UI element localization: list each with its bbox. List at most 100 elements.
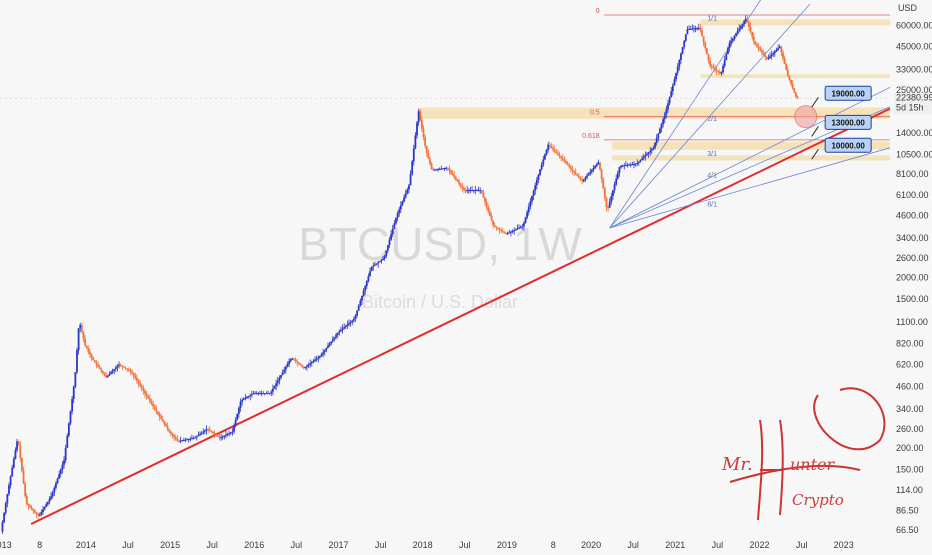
candle-body bbox=[304, 367, 307, 369]
candle-body bbox=[132, 372, 135, 376]
candle-body bbox=[110, 372, 112, 375]
candle-body bbox=[723, 60, 726, 66]
target-box-1[interactable] bbox=[824, 114, 872, 130]
candle-body bbox=[613, 184, 616, 191]
candle-body bbox=[323, 350, 326, 353]
x-tick-label: Jul bbox=[375, 540, 387, 550]
x-tick-label: Jul bbox=[796, 540, 808, 550]
candle-body bbox=[187, 438, 190, 440]
candle-body bbox=[595, 164, 598, 167]
candle-body bbox=[262, 393, 265, 395]
x-tick-label: Jul bbox=[291, 540, 303, 550]
candle-body bbox=[30, 507, 33, 509]
candle-body bbox=[174, 437, 177, 439]
candle-body bbox=[171, 433, 174, 436]
fan-line-4 bbox=[609, 147, 891, 229]
candle-body bbox=[487, 206, 490, 212]
candle-body bbox=[11, 467, 14, 477]
fan-label-1: 2/1 bbox=[707, 116, 717, 123]
candle-body bbox=[650, 149, 653, 151]
candle-body bbox=[754, 41, 757, 45]
support-zone-4 bbox=[700, 74, 890, 78]
candle-body bbox=[718, 72, 721, 74]
candle-body bbox=[620, 165, 622, 168]
candle-body bbox=[71, 398, 74, 412]
y-tick-label: 25000.00 bbox=[896, 85, 932, 95]
candle-body bbox=[514, 229, 517, 231]
candle-body bbox=[134, 375, 137, 379]
x-tick-label: 2023 bbox=[834, 540, 854, 550]
candle-body bbox=[233, 425, 235, 432]
candle-body bbox=[574, 172, 577, 175]
candle-body bbox=[600, 169, 603, 179]
candle-body bbox=[166, 426, 169, 430]
candle-body bbox=[678, 59, 681, 67]
candle-body bbox=[647, 152, 650, 154]
candle-body bbox=[495, 226, 498, 228]
candle-body bbox=[409, 174, 412, 186]
target-box-2[interactable] bbox=[824, 137, 872, 153]
candle-body bbox=[482, 192, 485, 198]
candle-body bbox=[145, 393, 148, 397]
candle-body bbox=[503, 231, 506, 233]
candle-body bbox=[176, 438, 179, 441]
candle-body bbox=[547, 144, 550, 150]
x-tick-label: 2015 bbox=[160, 540, 180, 550]
candle-body bbox=[63, 460, 65, 465]
candle-body bbox=[12, 458, 15, 468]
candle-body bbox=[524, 217, 527, 223]
candle-body bbox=[289, 358, 292, 362]
candle-body bbox=[537, 174, 540, 180]
candle-body bbox=[50, 496, 52, 500]
candle-body bbox=[628, 164, 631, 166]
candle-body bbox=[411, 161, 414, 175]
candle-body bbox=[671, 85, 674, 92]
y-tick-label: 1100.00 bbox=[896, 317, 928, 327]
candle-body bbox=[474, 190, 477, 192]
candle-body bbox=[581, 180, 584, 182]
candle-body bbox=[569, 166, 572, 169]
candle-body bbox=[335, 334, 337, 338]
candle-body bbox=[652, 147, 655, 150]
target-box-0[interactable] bbox=[824, 85, 872, 101]
target-pointer-1 bbox=[811, 126, 819, 137]
candle-body bbox=[625, 165, 627, 167]
candle-body bbox=[450, 170, 452, 173]
x-tick-label: 2019 bbox=[497, 540, 517, 550]
candle-body bbox=[19, 445, 22, 459]
candle-body bbox=[338, 331, 341, 333]
candle-body bbox=[667, 103, 669, 110]
candle-body bbox=[616, 172, 619, 179]
candle-body bbox=[599, 162, 601, 170]
fib-label-1: 0.5 bbox=[590, 110, 600, 117]
candle-body bbox=[74, 372, 77, 387]
candle-body bbox=[707, 54, 710, 61]
candle-body bbox=[207, 429, 210, 431]
signature-line1: Mr. bbox=[721, 454, 753, 475]
candle-body bbox=[518, 227, 520, 229]
candle-body bbox=[469, 190, 472, 192]
candle-body bbox=[178, 440, 180, 442]
candle-body bbox=[497, 227, 499, 229]
candle-body bbox=[406, 189, 409, 194]
candle-body bbox=[752, 36, 755, 42]
candle-body bbox=[488, 211, 491, 216]
candle-body bbox=[144, 390, 146, 394]
candle-body bbox=[422, 128, 425, 138]
candle-body bbox=[297, 362, 300, 364]
candle-body bbox=[689, 28, 692, 30]
candle-body bbox=[749, 26, 752, 32]
candle-body bbox=[216, 435, 219, 437]
candle-body bbox=[498, 228, 501, 230]
candle-body bbox=[228, 433, 231, 435]
candle-body bbox=[722, 65, 724, 72]
watermark-description: Bitcoin / U.S. Dollar bbox=[362, 292, 518, 312]
candle-body bbox=[416, 122, 418, 136]
candle-body bbox=[607, 207, 609, 209]
candle-body bbox=[500, 229, 503, 231]
y-tick-label: 150.00 bbox=[896, 465, 924, 475]
y-tick-label: 33000.00 bbox=[896, 65, 932, 75]
candle-body bbox=[793, 88, 796, 93]
candle-body bbox=[566, 163, 569, 165]
